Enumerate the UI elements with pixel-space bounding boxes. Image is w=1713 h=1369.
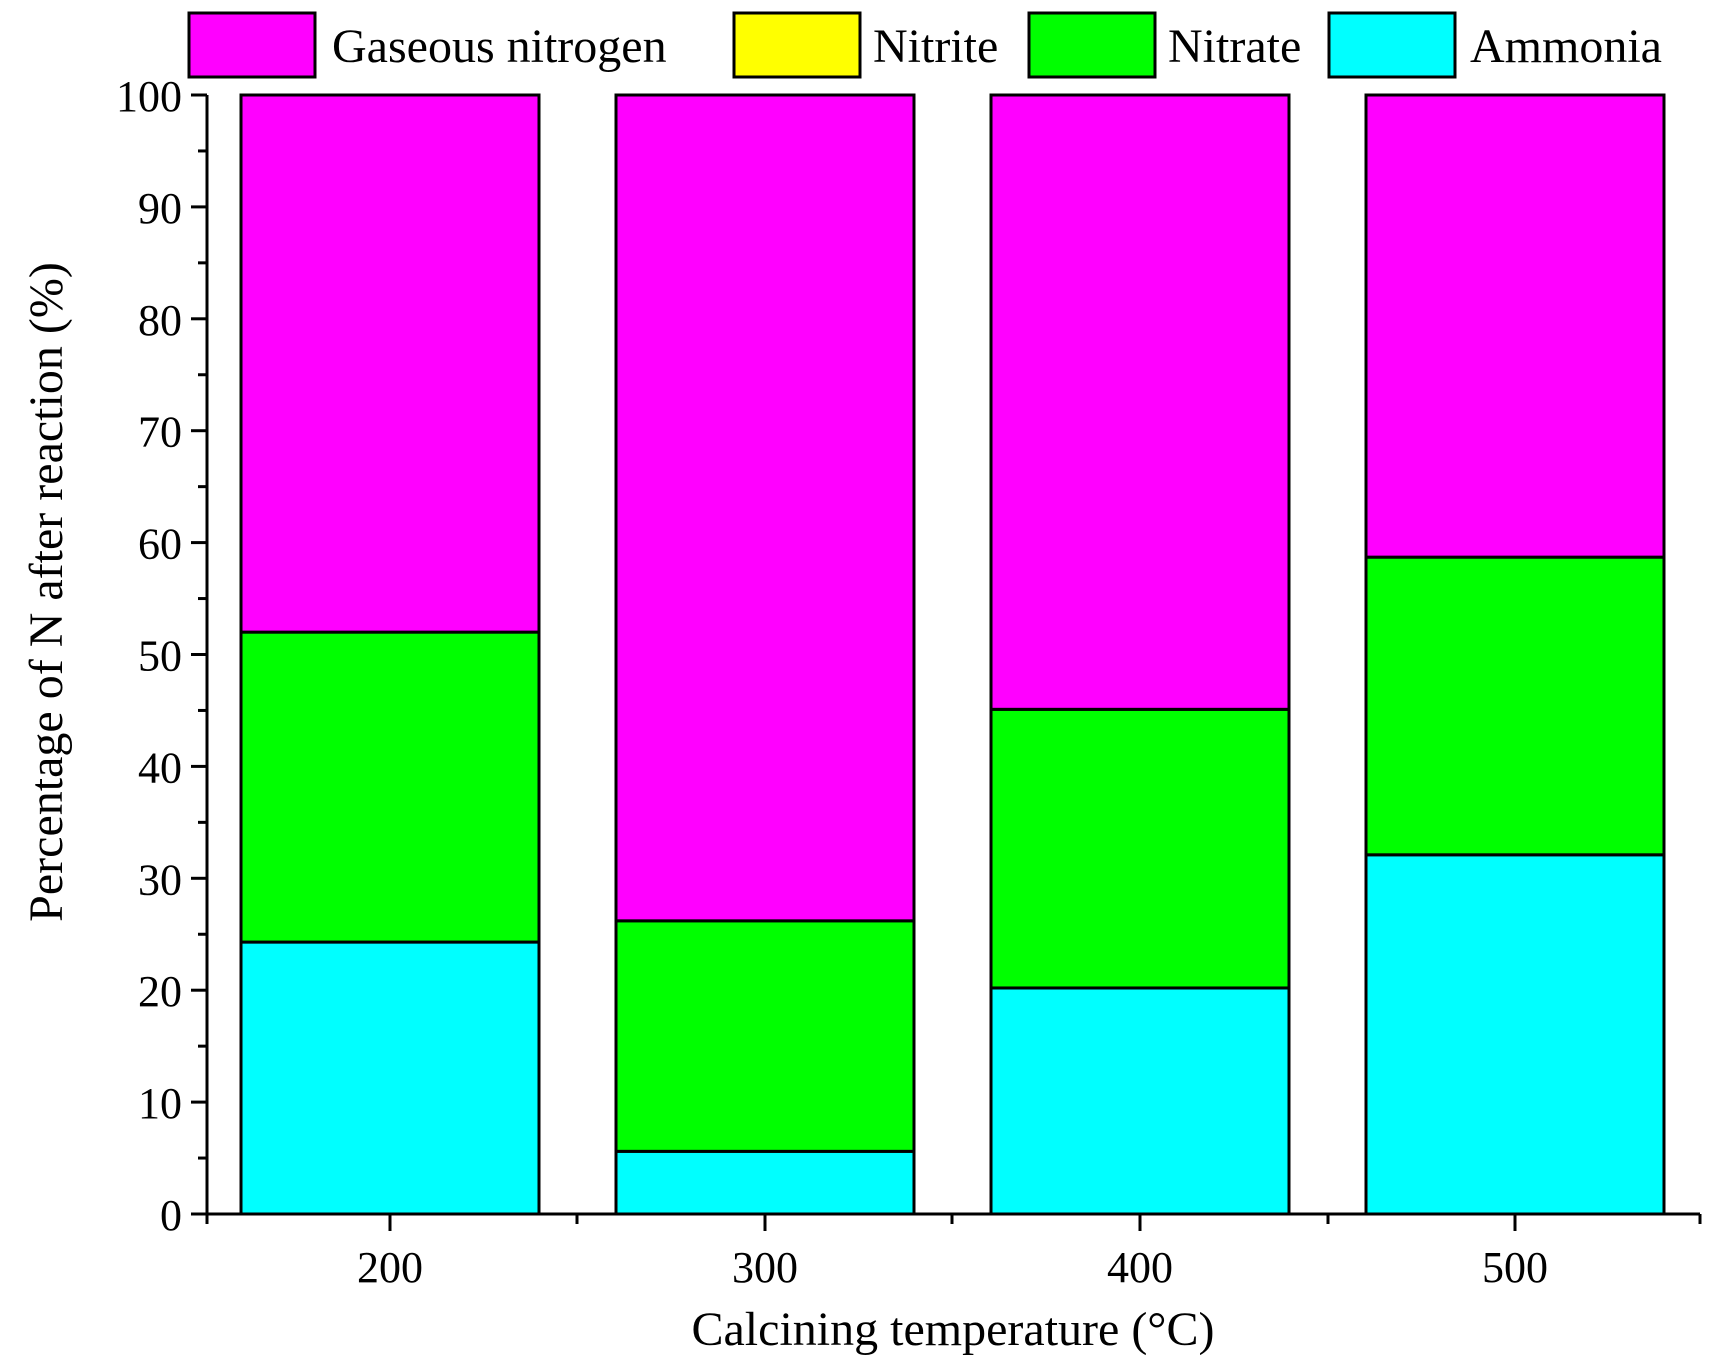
x-axis-label: Calcining temperature (°C) [691, 1303, 1214, 1356]
legend: Gaseous nitrogen Nitrite Nitrate Ammonia [187, 11, 1662, 79]
y-tick-label: 60 [138, 520, 182, 569]
bar-ammonia-200 [239, 940, 541, 1216]
y-tick-label: 50 [138, 632, 182, 681]
y-tick-label: 90 [138, 184, 182, 233]
y-tick-label: 20 [138, 967, 182, 1016]
bar-ammonia-400 [989, 986, 1291, 1216]
bar-nitrate-300 [614, 919, 916, 1153]
legend-swatch-gaseous-nitrogen [187, 11, 317, 79]
y-tick-label: 100 [116, 72, 182, 121]
legend-label-nitrate: Nitrate [1168, 20, 1301, 73]
bars [239, 93, 1666, 1216]
x-tick-label: 500 [1482, 1243, 1548, 1292]
y-tick-label: 10 [138, 1079, 182, 1128]
bar-gaseous-nitrogen-200 [239, 93, 541, 634]
x-tick-label: 200 [357, 1243, 423, 1292]
bar-gaseous-nitrogen-400 [989, 93, 1291, 711]
legend-label-ammonia: Ammonia [1470, 20, 1662, 73]
x-tick-label: 400 [1107, 1243, 1173, 1292]
y-tick-label: 70 [138, 408, 182, 457]
legend-label-nitrite: Nitrite [873, 20, 998, 73]
x-tick-label: 300 [732, 1243, 798, 1292]
legend-swatch-nitrate [1027, 11, 1157, 79]
legend-swatch-ammonia [1327, 11, 1457, 79]
bar-ammonia-300 [614, 1149, 916, 1216]
y-tick-label: 0 [160, 1191, 182, 1240]
axes: 0 10 20 30 40 50 60 70 80 90 100 200 300 400 500 [116, 72, 1702, 1292]
legend-label-gaseous-nitrogen: Gaseous nitrogen [332, 20, 667, 73]
y-axis-label: Percentage of N after reaction (%) [20, 262, 73, 922]
y-tick-label: 30 [138, 855, 182, 904]
legend-swatch-nitrite [732, 11, 862, 79]
bar-gaseous-nitrogen-300 [614, 93, 916, 923]
bar-gaseous-nitrogen-500 [1364, 93, 1666, 559]
bar-nitrate-400 [989, 707, 1291, 990]
y-tick-label: 40 [138, 743, 182, 792]
bar-nitrate-500 [1364, 555, 1666, 857]
bar-ammonia-500 [1364, 853, 1666, 1216]
bar-nitrate-200 [239, 630, 541, 944]
y-tick-label: 80 [138, 296, 182, 345]
